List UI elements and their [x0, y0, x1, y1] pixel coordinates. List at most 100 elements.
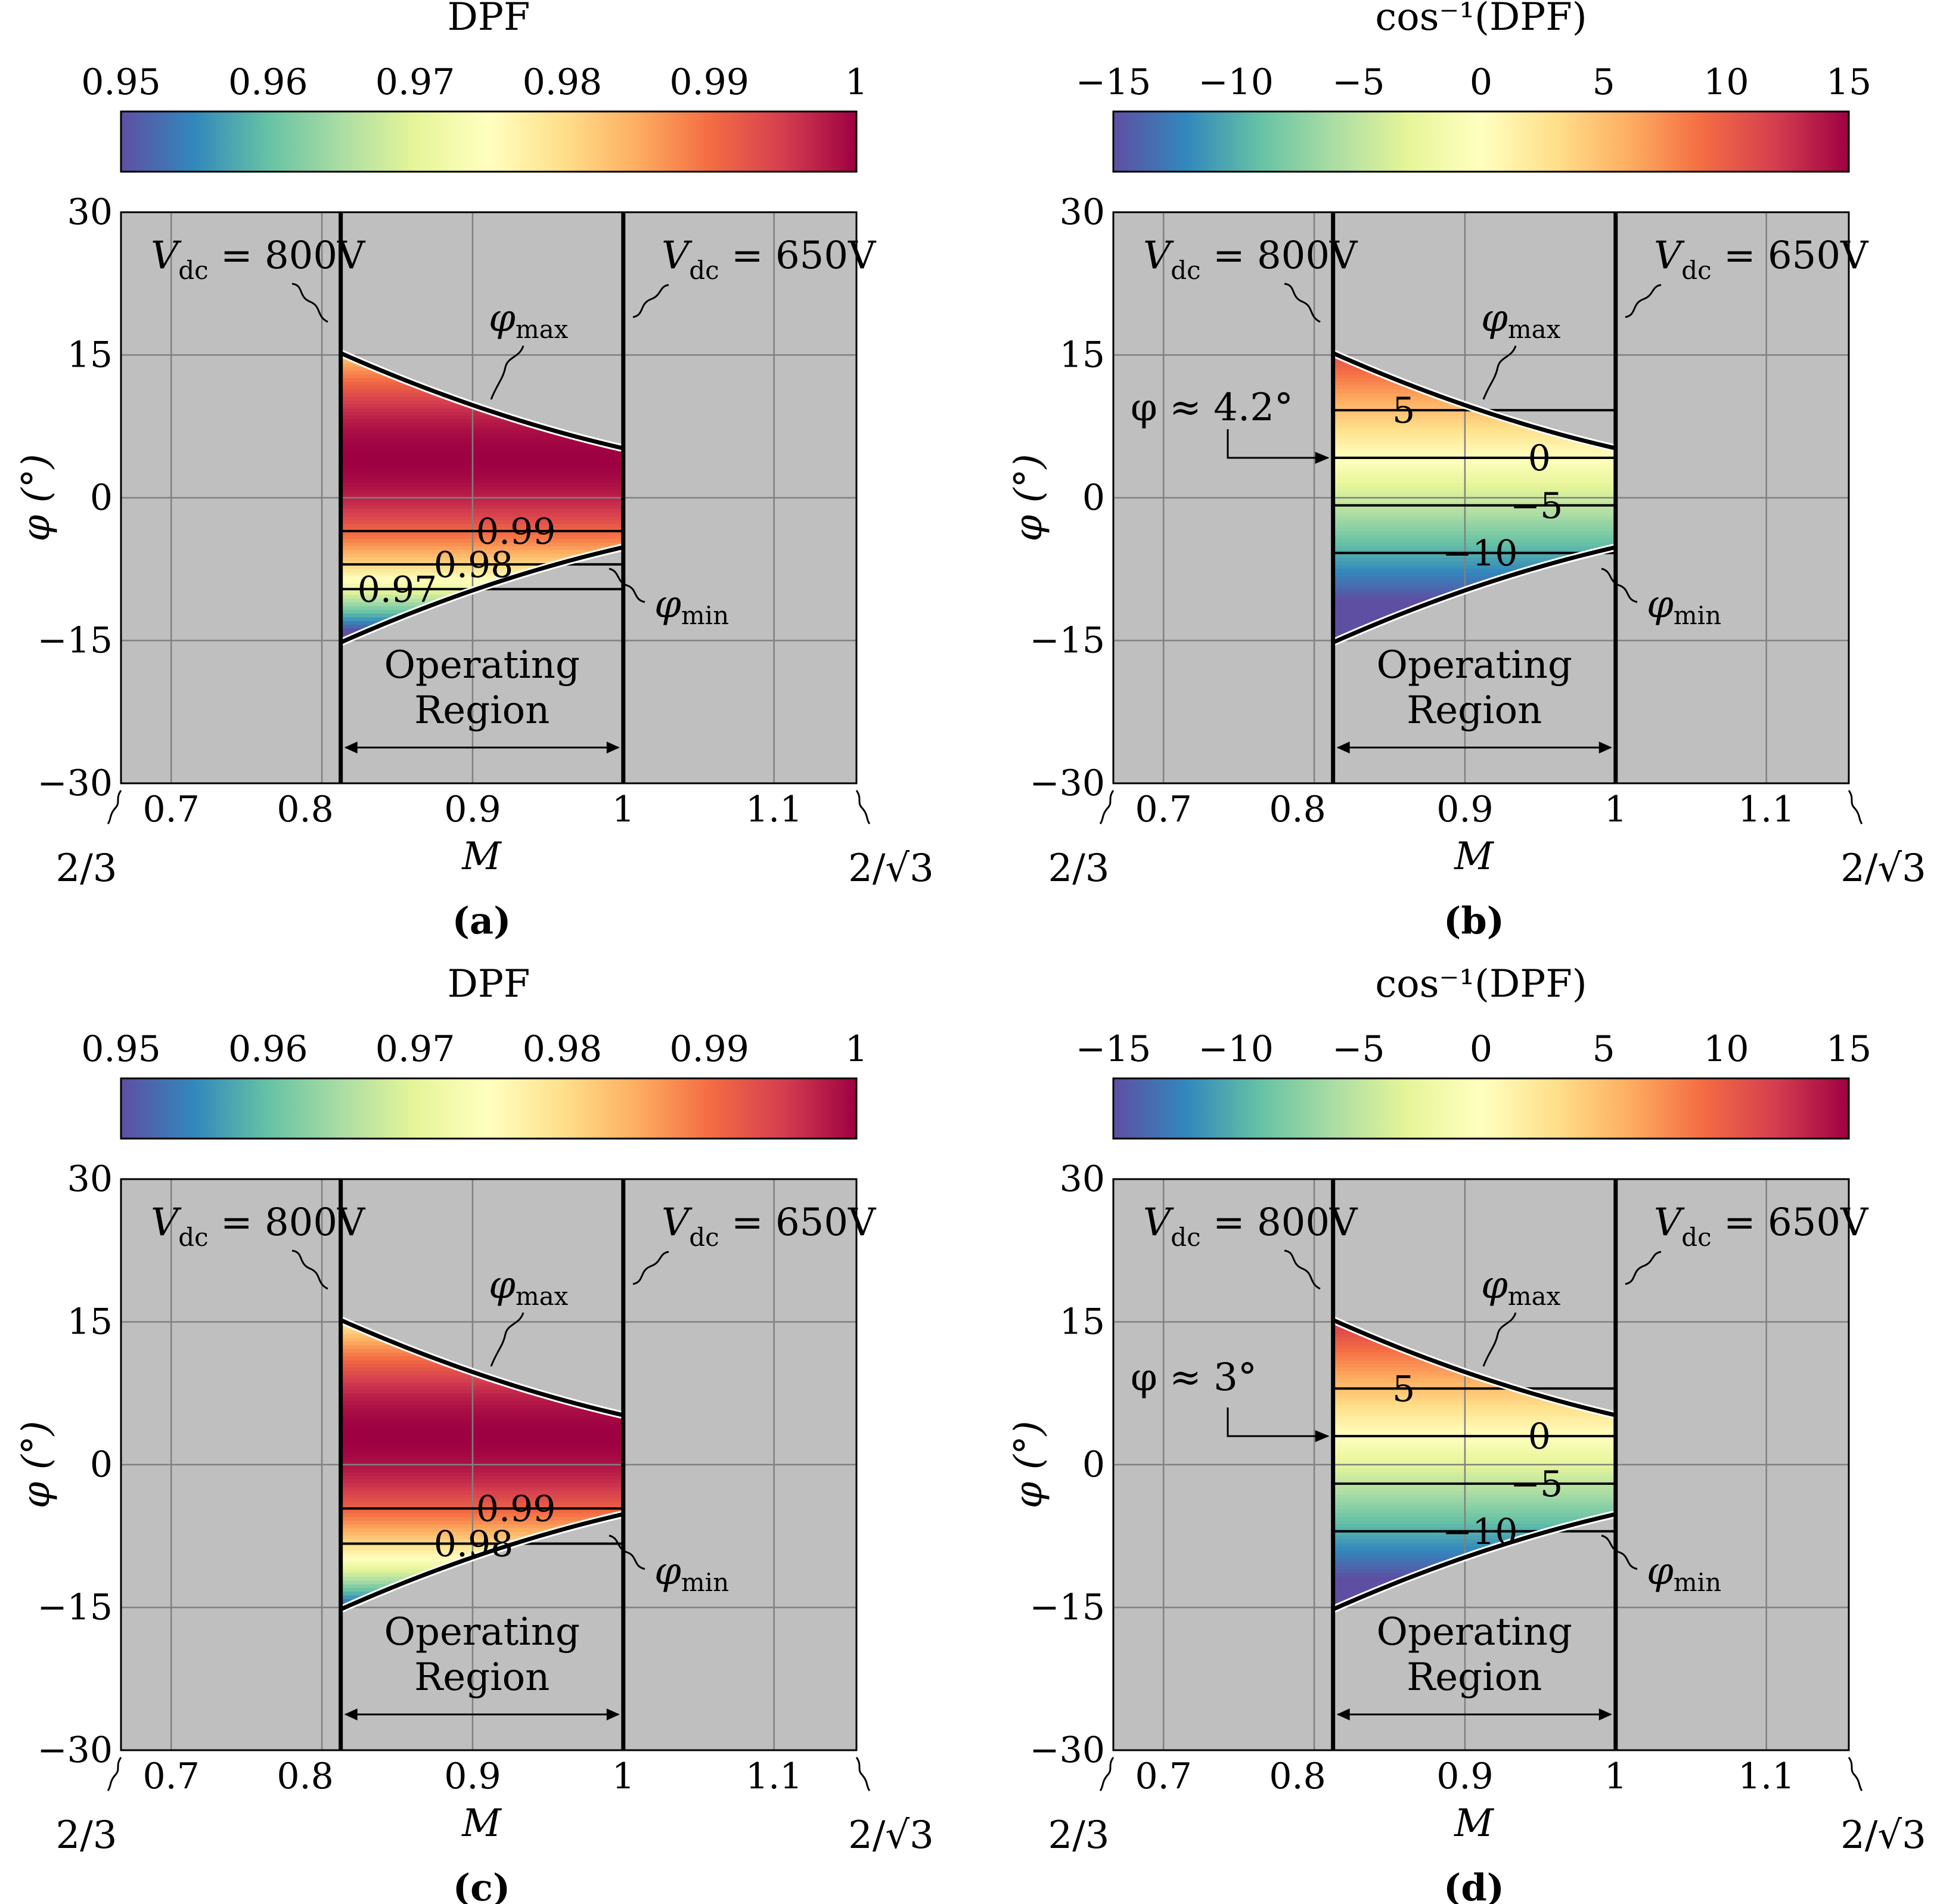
heatmap-band — [340, 1517, 623, 1522]
heatmap-band — [1333, 554, 1616, 559]
colorbar-tick-label: −5 — [1332, 61, 1385, 103]
optimum-phi-annotation: φ ≈ 4.2° — [1131, 386, 1293, 430]
x-tick-label: 0.7 — [142, 789, 199, 830]
colorbar-tick-label: 0.97 — [375, 61, 455, 103]
heatmap-band — [1333, 494, 1616, 498]
heatmap-band — [340, 452, 623, 458]
phi-max-label: φmax — [489, 296, 569, 344]
phi-min-squiggle — [609, 1534, 645, 1570]
heatmap-band — [340, 554, 623, 559]
y-tick-label: −30 — [37, 762, 113, 804]
colorbar — [1112, 110, 1850, 173]
heatmap-band — [340, 1397, 623, 1402]
heatmap-band — [340, 579, 623, 585]
colorbar-tick-label: 0.95 — [81, 61, 161, 103]
heatmap-band — [340, 1465, 623, 1469]
x-tick-label: 0.8 — [1269, 789, 1326, 830]
heatmap-band — [1333, 415, 1616, 420]
colorbar-tick-label: 0 — [1470, 1028, 1492, 1070]
y-axis-label: φ (°) — [14, 454, 58, 541]
plot-frame — [120, 211, 858, 784]
colorbar-tick-label: 0.99 — [669, 61, 749, 103]
heatmap-band — [1333, 467, 1616, 473]
vdc-800-squiggle — [1284, 283, 1321, 323]
contour-label: 0.98 — [434, 1524, 514, 1565]
panel-label: (d) — [1444, 1866, 1504, 1904]
operating-region-label-2: Region — [414, 1655, 550, 1700]
x-axis-label: M — [1454, 835, 1494, 879]
y-axis-label: φ (°) — [1007, 454, 1051, 541]
heatmap-band — [1333, 542, 1616, 547]
x-tick-label: 1 — [1604, 789, 1627, 830]
y-tick-label: 0 — [90, 1444, 113, 1486]
heatmap-band — [1333, 419, 1616, 424]
phi-max-symbol: φ — [489, 296, 516, 340]
heatmap-band — [1333, 1449, 1616, 1455]
heatmap-band — [1333, 569, 1616, 573]
colorbar-tick-label: −15 — [1076, 61, 1151, 103]
left-bound-squiggle — [107, 790, 122, 824]
x-tick-label: 1 — [612, 1756, 635, 1797]
heatmap-band — [340, 1528, 623, 1533]
colorbar-tick-label: 5 — [1593, 61, 1615, 103]
x-tick-label: 1.1 — [746, 789, 802, 830]
vdc-800-symbol: V — [1143, 234, 1174, 278]
heatmap-band — [340, 531, 623, 536]
heatmap-band — [1333, 505, 1616, 510]
phi-min-curve — [340, 545, 624, 644]
colorbar-tick-label: 0.98 — [523, 61, 603, 103]
heatmap-band — [340, 557, 623, 562]
heatmap-band — [1333, 479, 1616, 483]
heatmap-band — [1333, 1494, 1616, 1499]
x-axis-label: M — [461, 1801, 502, 1846]
heatmap-band — [1333, 1431, 1616, 1435]
heatmap-band — [340, 508, 623, 514]
heatmap-band — [1333, 1468, 1616, 1473]
panel-label: (b) — [1444, 899, 1504, 942]
panel-label: (c) — [453, 1866, 510, 1904]
optimum-phi-arrow-head — [1315, 1430, 1330, 1443]
heatmap-band — [340, 1457, 623, 1462]
heatmap-band — [1333, 452, 1616, 458]
y-tick-label: −15 — [1029, 1587, 1105, 1629]
heatmap-band — [1333, 464, 1616, 469]
heatmap-band — [1333, 1412, 1616, 1417]
right-bound-squiggle — [1848, 1757, 1863, 1791]
phi-max-sub: max — [516, 315, 569, 344]
heatmap-band — [1333, 546, 1616, 551]
contour-label: 0.97 — [358, 569, 437, 610]
vdc-650-sub: dc — [1681, 256, 1711, 285]
colorbar-tick-label: 15 — [1826, 61, 1871, 103]
heatmap-band — [340, 1449, 623, 1455]
vdc-650-symbol: V — [1654, 1201, 1685, 1245]
heatmap-band — [340, 513, 623, 517]
heatmap-band — [1333, 426, 1616, 432]
vdc-800-squiggle — [1284, 1249, 1321, 1290]
heatmap-band — [340, 460, 623, 465]
heatmap-band — [1333, 516, 1616, 521]
phi-min-symbol: φ — [654, 1549, 681, 1593]
heatmap-band — [340, 457, 623, 461]
vdc-800-sub: dc — [1171, 1223, 1200, 1252]
operating-region-arrow-head-right — [606, 742, 620, 753]
heatmap-band — [1333, 1475, 1616, 1481]
y-tick-label: 30 — [67, 191, 113, 233]
operating-region-label-1: Operating — [1377, 643, 1572, 687]
heatmap-band — [1333, 1546, 1616, 1552]
vdc-800-value: = 800V — [209, 234, 366, 278]
panel-label: (a) — [452, 899, 511, 942]
heatmap-band — [1333, 1393, 1616, 1398]
heatmap-band — [1333, 1521, 1616, 1525]
heatmap-band — [340, 467, 623, 473]
heatmap-band — [340, 1472, 623, 1477]
heatmap-band — [340, 1386, 623, 1391]
heatmap-band — [340, 445, 623, 450]
heatmap-band — [340, 1490, 623, 1496]
heatmap-band — [1333, 565, 1616, 570]
operating-region-label-2: Region — [1407, 689, 1542, 733]
y-tick-label: 0 — [1082, 477, 1105, 519]
panel-b: cos⁻¹(DPF) −15 −10 −5 0 5 10 15 5 0 −5 −10 30 15 0 −15 −… — [1007, 0, 1926, 942]
heatmap-band — [340, 1521, 623, 1525]
